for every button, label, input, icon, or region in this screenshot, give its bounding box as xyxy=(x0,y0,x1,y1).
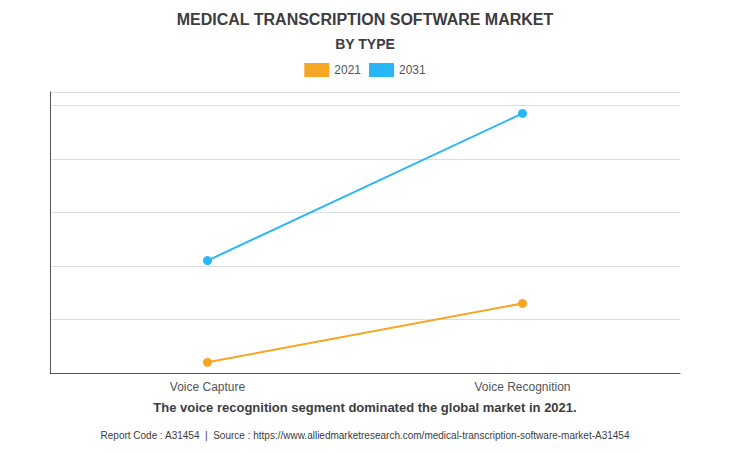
svg-text:The voice recognition segment: The voice recognition segment dominated … xyxy=(153,400,576,415)
svg-text:MEDICAL TRANSCRIPTION SOFTWARE: MEDICAL TRANSCRIPTION SOFTWARE MARKET xyxy=(177,11,554,28)
svg-text:Voice Capture: Voice Capture xyxy=(170,380,246,394)
svg-text:2031: 2031 xyxy=(399,63,426,77)
svg-text:BY TYPE: BY TYPE xyxy=(335,36,395,52)
svg-text:Report Code : A31454 | Sourc: Report Code : A31454 | Source : https://… xyxy=(101,430,630,441)
svg-text:Voice Recognition: Voice Recognition xyxy=(474,380,570,394)
svg-text:2021: 2021 xyxy=(334,63,361,77)
